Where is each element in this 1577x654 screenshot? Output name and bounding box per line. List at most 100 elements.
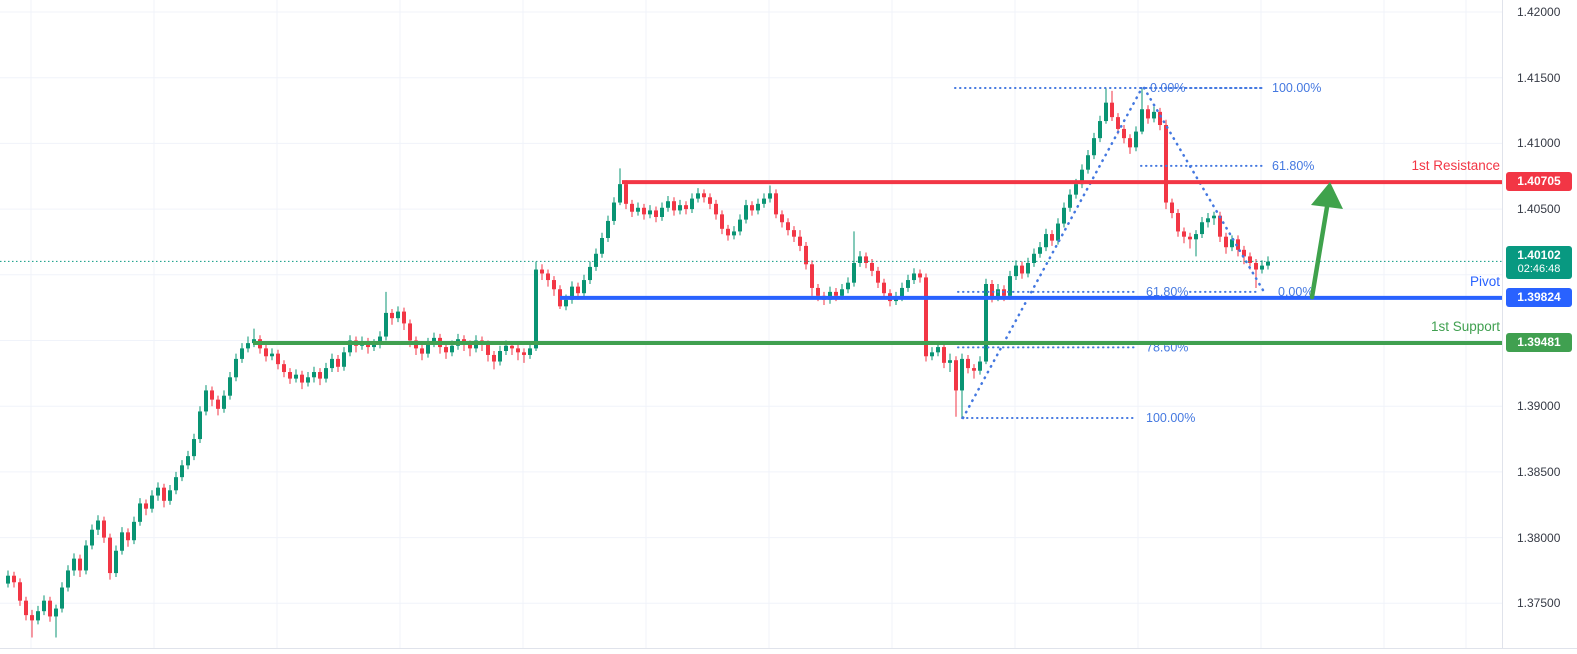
- candle-body: [222, 395, 226, 409]
- price-tick-label: 1.41500: [1517, 70, 1561, 85]
- candle-body: [930, 352, 934, 357]
- candle-body: [948, 360, 952, 363]
- candle-body: [66, 570, 70, 588]
- candle-body: [210, 390, 214, 400]
- candle-body: [660, 207, 664, 217]
- candle-body: [1218, 215, 1222, 237]
- candle-body: [924, 277, 928, 357]
- price-levels[interactable]: [253, 180, 1506, 345]
- candle-body: [102, 520, 106, 538]
- candle-body: [852, 262, 856, 283]
- candle-body: [1206, 218, 1210, 223]
- candle-body: [900, 287, 904, 298]
- grid-lines: [0, 0, 1502, 648]
- candle-body: [1110, 102, 1114, 118]
- candle-body: [48, 600, 52, 617]
- candle-body: [756, 203, 760, 211]
- candle-body: [18, 582, 22, 601]
- candle-body: [240, 348, 244, 359]
- candle-body: [876, 270, 880, 283]
- candle-body: [1224, 236, 1228, 248]
- candle-body: [1260, 265, 1264, 270]
- candle-body: [684, 205, 688, 210]
- support-price-badge: 1.39481: [1506, 332, 1572, 352]
- candle-body: [750, 205, 754, 211]
- candle-body: [1140, 109, 1144, 132]
- candle-body: [312, 372, 316, 378]
- candle-body: [672, 201, 676, 211]
- price-tick-label: 1.38500: [1517, 464, 1561, 479]
- fib-level-label: 61.80%: [1272, 159, 1314, 173]
- candle-body: [1068, 194, 1072, 208]
- price-axis[interactable]: 1.42000 1.41500 1.41000 1.40500 1.39000 1.385…: [1502, 0, 1577, 648]
- candle-body: [552, 280, 556, 290]
- candle-body: [690, 198, 694, 210]
- candle-body: [882, 282, 886, 294]
- support-level-label: 1st Support: [1430, 318, 1500, 334]
- fib-level-label: 61.80%: [1146, 285, 1188, 299]
- candle-body: [174, 477, 178, 491]
- arrow-shaft: [1309, 204, 1330, 300]
- candle-body: [384, 312, 388, 337]
- candle-body: [678, 205, 682, 211]
- candle-body: [1044, 234, 1048, 248]
- candle-body: [792, 230, 796, 237]
- candle-body: [774, 193, 778, 215]
- fib-level-label: 100.00%: [1146, 411, 1195, 425]
- candle-body: [1194, 234, 1198, 240]
- candle-body: [246, 343, 250, 349]
- candle-body: [1266, 261, 1270, 266]
- fib-trendline[interactable]: [961, 86, 1144, 420]
- candle-body: [714, 203, 718, 215]
- breakout-arrow[interactable]: [1309, 182, 1343, 300]
- candle-body: [300, 374, 304, 383]
- candle-body: [486, 344, 490, 355]
- candle-body: [1092, 138, 1096, 156]
- candle-body: [1134, 131, 1138, 148]
- candle-body: [1086, 155, 1090, 170]
- candle-body: [582, 280, 586, 294]
- candle-body: [510, 345, 514, 349]
- candle-body: [990, 283, 994, 298]
- candle-body: [120, 532, 124, 551]
- candle-body: [624, 184, 628, 204]
- candle-body: [1146, 109, 1150, 119]
- candle-body: [1050, 234, 1054, 241]
- candle-body: [1074, 184, 1078, 195]
- candle-body: [504, 345, 508, 352]
- candle-body: [1170, 202, 1174, 214]
- candle-body: [234, 358, 238, 378]
- candle-body: [708, 197, 712, 204]
- fib-level-label: 0.00%: [1150, 81, 1185, 95]
- candlestick-series[interactable]: [6, 88, 1270, 638]
- candle-body: [204, 390, 208, 412]
- fib-trendline[interactable]: [1142, 86, 1266, 294]
- candle-body: [618, 184, 622, 203]
- pivot-level-label: Pivot: [1469, 273, 1500, 289]
- candle-body: [594, 253, 598, 267]
- fib-upmove[interactable]: 0.00%61.80%78.60%100.00%: [954, 81, 1263, 425]
- candle-body: [630, 203, 634, 212]
- candle-body: [78, 558, 82, 571]
- candle-body: [516, 348, 520, 353]
- candle-body: [444, 347, 448, 353]
- time-axis[interactable]: [0, 648, 1577, 654]
- candle-body: [450, 345, 454, 353]
- candle-body: [72, 558, 76, 571]
- candle-body: [522, 352, 526, 355]
- candle-body: [1032, 253, 1036, 263]
- candle-body: [540, 269, 544, 274]
- candle-body: [168, 490, 172, 501]
- candle-body: [180, 465, 184, 478]
- candle-body: [528, 348, 532, 355]
- candle-body: [1128, 138, 1132, 148]
- candle-body: [984, 283, 988, 362]
- candle-body: [1200, 222, 1204, 235]
- candle-body: [492, 354, 496, 362]
- candle-body: [870, 262, 874, 271]
- fib-downmove[interactable]: 100.00% 61.80% 0.00%: [1140, 81, 1321, 299]
- candle-body: [780, 214, 784, 223]
- candle-body: [648, 210, 652, 215]
- candle-body: [1152, 111, 1156, 119]
